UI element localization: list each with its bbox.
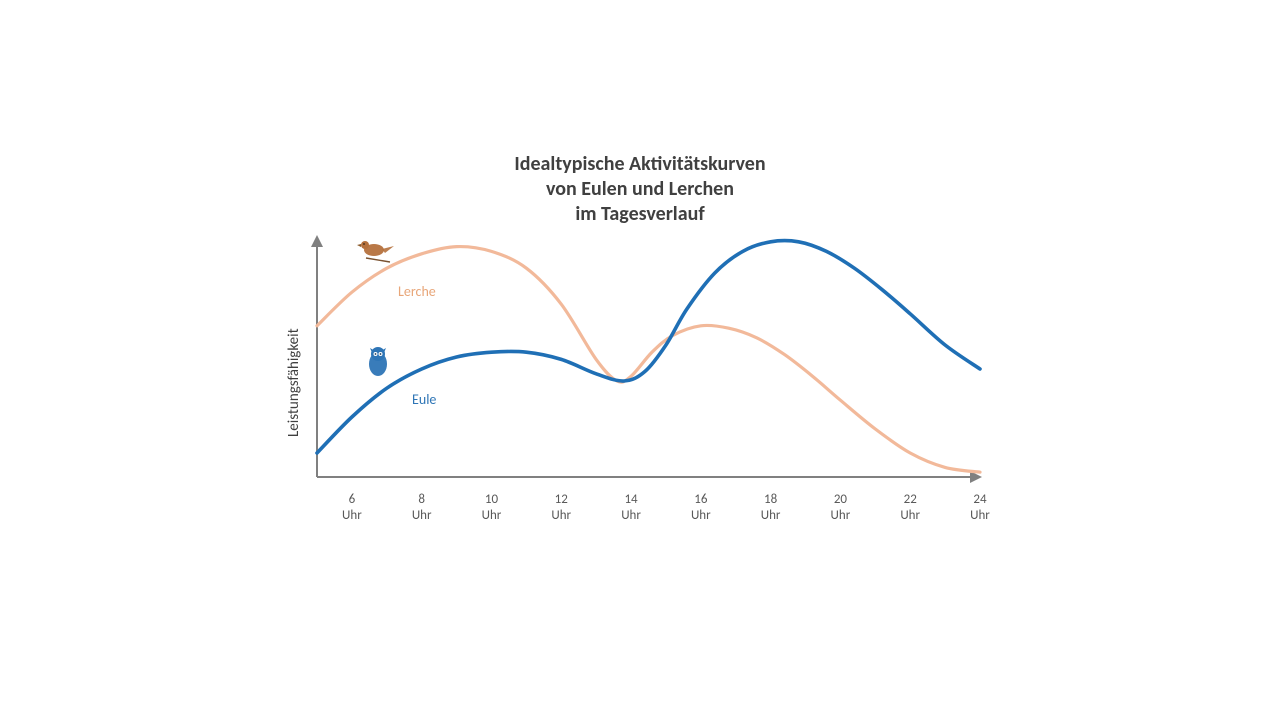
x-tick-14: 14Uhr (606, 492, 656, 523)
x-tick-20: 20Uhr (815, 492, 865, 523)
x-tick-8: 8Uhr (397, 492, 447, 523)
title-line-3: im Tagesverlauf (390, 202, 890, 227)
series-label-lerche: Lerche (398, 283, 436, 300)
title-line-2: von Eulen und Lerchen (390, 177, 890, 202)
series-lerche (317, 247, 980, 473)
x-tick-12: 12Uhr (536, 492, 586, 523)
series-label-eule: Eule (412, 391, 436, 408)
x-tick-16: 16Uhr (676, 492, 726, 523)
owl-icon (369, 347, 387, 376)
y-axis-label: Leistungsfähigkeit (285, 328, 303, 437)
lark-icon (357, 241, 394, 262)
x-tick-18: 18Uhr (746, 492, 796, 523)
series-eule (317, 241, 980, 453)
x-tick-24: 24Uhr (955, 492, 1005, 523)
title-line-1: Idealtypische Aktivitätskurven (390, 152, 890, 177)
activity-chart: Idealtypische Aktivitätskurven von Eulen… (0, 0, 1280, 720)
chart-title: Idealtypische Aktivitätskurven von Eulen… (390, 152, 890, 227)
x-tick-22: 22Uhr (885, 492, 935, 523)
chart-svg (0, 0, 1280, 720)
x-tick-10: 10Uhr (466, 492, 516, 523)
x-tick-6: 6Uhr (327, 492, 377, 523)
